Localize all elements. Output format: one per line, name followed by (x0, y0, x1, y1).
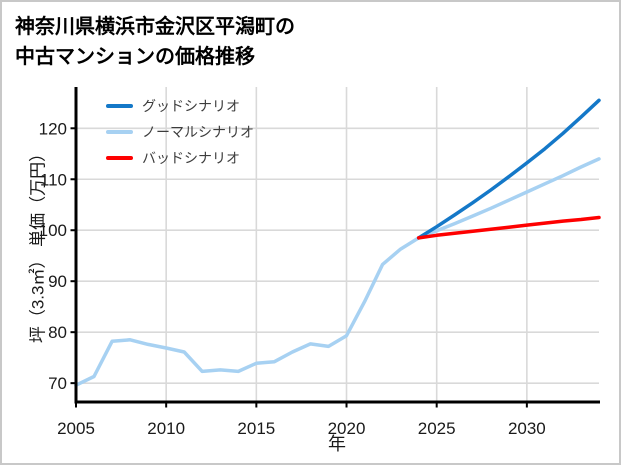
y-axis-label: 坪（3.3㎡） 単価（万円） (28, 144, 48, 344)
legend-label-good: グッドシナリオ (142, 98, 240, 114)
bad-scenario-line-swatch (106, 156, 133, 160)
x-tick-label-2010: 2010 (147, 419, 185, 438)
x-tick-label-2025: 2025 (418, 419, 456, 438)
chart-title-line2: 中古マンションの価格推移 (15, 46, 255, 68)
chart-title-line1: 神奈川県横浜市金沢区平潟町の (15, 16, 295, 38)
series-line-good (416, 98, 601, 240)
x-tick-label-2030: 2030 (508, 419, 546, 438)
series-line-normal (74, 157, 601, 387)
x-tick-label-2005: 2005 (57, 419, 95, 438)
y-tick-label-110: 110 (40, 170, 67, 189)
x-tick-label-2015: 2015 (237, 419, 275, 438)
x-tick-label-2020: 2020 (328, 419, 366, 438)
normal-scenario-line-swatch (106, 130, 133, 134)
good-scenario-line-swatch (106, 104, 133, 108)
legend-item-good: グッドシナリオ (106, 93, 254, 119)
y-tick-label-80: 80 (48, 323, 67, 342)
legend: グッドシナリオ ノーマルシナリオ バッドシナリオ (106, 93, 254, 171)
chart-title: 神奈川県横浜市金沢区平潟町の 中古マンションの価格推移 (15, 12, 295, 72)
legend-item-normal: ノーマルシナリオ (106, 119, 254, 145)
legend-item-bad: バッドシナリオ (106, 145, 254, 171)
legend-label-bad: バッドシナリオ (142, 150, 240, 166)
series-line-bad (416, 215, 601, 240)
legend-label-normal: ノーマルシナリオ (142, 124, 254, 140)
y-tick-label-70: 70 (48, 374, 67, 393)
y-tick-label-100: 100 (39, 221, 67, 240)
y-tick-label-120: 120 (39, 119, 67, 138)
y-tick-label-90: 90 (48, 272, 67, 291)
x-axis-label: 年 (328, 434, 346, 454)
